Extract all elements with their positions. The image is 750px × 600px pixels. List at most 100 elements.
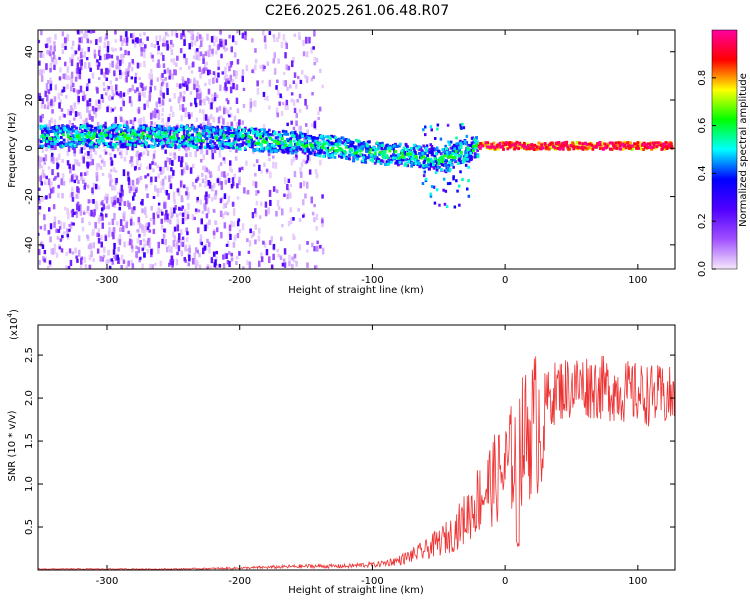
heatmap-cell [44,143,48,147]
heatmap-cell [119,35,123,42]
heatmap-cell [61,43,64,49]
heatmap-cell [186,214,190,220]
heatmap-cell [43,124,47,128]
heatmap-cell [209,122,212,130]
heatmap-cell [112,167,116,172]
heatmap-cell [61,158,64,163]
heatmap-cell [89,124,92,128]
heatmap-cell [127,178,131,186]
heatmap-cell [135,245,138,250]
heatmap-cell [138,92,141,97]
heatmap-cell [434,148,438,152]
heatmap-cell [202,122,205,128]
heatmap-cell [82,180,85,184]
heatmap-cell [311,136,314,140]
heatmap-cell [441,157,445,161]
heatmap-cell [166,166,169,171]
heatmap-cell [423,170,426,174]
heatmap-cell [71,196,75,202]
heatmap-cell [253,163,256,167]
heatmap-cell [656,141,660,145]
heatmap-cell [60,248,64,253]
heatmap-cell [225,126,229,130]
heatmap-cell [93,49,96,56]
heatmap-cell [49,83,53,91]
heatmap-cell [156,63,159,68]
heatmap-cell [418,162,421,166]
heatmap-cell [312,75,315,79]
heatmap-cell [90,137,94,140]
heatmap-cell [335,138,338,142]
heatmap-cell [238,180,241,186]
heatmap-cell [257,133,261,137]
heatmap-cell [130,156,133,162]
heatmap-cell [108,126,112,130]
heatmap-cell [116,254,119,261]
heatmap-cell [279,255,283,260]
heatmap-cell [436,158,440,162]
heatmap-cell [84,30,88,34]
heatmap-cell [523,141,526,145]
heatmap-cell [223,46,227,53]
heatmap-cell [601,147,605,151]
heatmap-cell [189,91,193,95]
heatmap-cell [499,145,503,149]
heatmap-cell [59,67,62,73]
heatmap-cell [169,152,172,156]
heatmap-cell [390,154,393,158]
heatmap-cell [277,133,281,137]
heatmap-cell [313,30,316,37]
heatmap-cell [177,155,181,162]
heatmap-cell [103,54,107,61]
heatmap-cell [210,114,213,120]
heatmap-cell [229,113,233,118]
heatmap-cell [58,76,62,81]
heatmap-cell [187,135,191,139]
heatmap-cell [223,142,227,146]
heatmap-cell [40,181,43,186]
heatmap-cell [330,154,334,157]
heatmap-cell [183,35,187,40]
heatmap-cell [365,147,368,151]
heatmap-cell [59,221,63,226]
heatmap-cell [191,34,195,41]
heatmap-cell [245,142,249,146]
heatmap-cell [143,124,146,128]
heatmap-cell [155,127,159,131]
heatmap-cell [99,165,103,170]
heatmap-cell [386,156,389,159]
heatmap-cell [223,171,226,178]
heatmap-cell [100,160,104,164]
heatmap-cell [153,44,157,48]
heatmap-cell [81,226,85,232]
heatmap-cell [514,146,518,150]
heatmap-cell [162,63,166,68]
heatmap-cell [354,138,358,142]
heatmap-cell [68,76,71,80]
heatmap-cell [69,193,72,198]
heatmap-cell [203,98,206,106]
heatmap-cell [440,160,444,163]
heatmap-cell [101,214,104,221]
heatmap-cell [285,64,288,71]
heatmap-cell [359,146,363,149]
heatmap-cell [161,178,165,186]
heatmap-cell [207,134,211,138]
heatmap-cell [38,195,40,201]
heatmap-cell [321,143,324,146]
heatmap-cell [385,147,389,151]
heatmap-cell [184,111,187,118]
heatmap-cell [49,45,53,51]
heatmap-cell [97,233,100,238]
heatmap-cell [124,145,127,149]
heatmap-cell [307,150,310,153]
heatmap-cell [120,152,123,159]
heatmap-cell [233,137,237,141]
heatmap-cell [230,131,234,135]
heatmap-cell [572,145,576,149]
heatmap-cell [379,162,383,165]
heatmap-cell [39,124,43,128]
heatmap-cell [197,125,201,129]
heatmap-cell [95,175,99,182]
heatmap-cell [235,148,238,153]
